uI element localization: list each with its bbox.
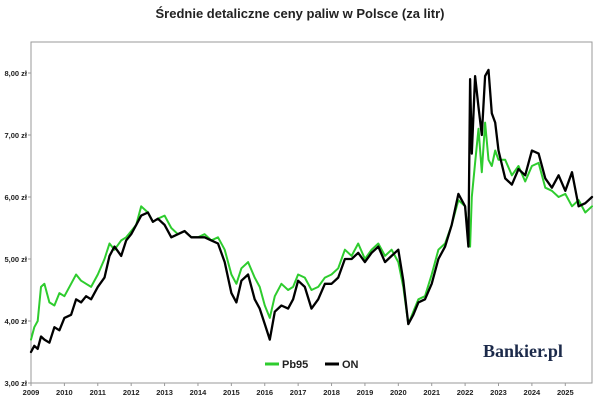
x-tick-label: 2010	[56, 388, 73, 397]
x-tick-label: 2014	[190, 388, 208, 397]
x-tick-label: 2013	[156, 388, 173, 397]
chart-title: Średnie detaliczne ceny paliw w Polsce (…	[155, 6, 445, 21]
x-tick-label: 2022	[457, 388, 474, 397]
series-line-on	[29, 68, 594, 354]
x-tick-label: 2020	[390, 388, 407, 397]
x-tick-label: 2011	[90, 388, 106, 397]
x-tick-label: 2025	[557, 388, 574, 397]
y-tick-label: 7,00 zł	[4, 131, 27, 140]
x-tick-label: 2009	[23, 388, 40, 397]
x-axis: 2009 2010 2011 2012 2013 2014 2015 2016 2017 2018…	[23, 383, 574, 397]
y-tick-label: 4,00 zł	[4, 317, 27, 326]
x-tick-label: 2015	[223, 388, 240, 397]
x-tick-label: 2016	[256, 388, 273, 397]
y-tick-label: 6,00 zł	[4, 193, 27, 202]
legend-label-pb95: Pb95	[282, 359, 308, 371]
legend: Pb95 ON	[265, 359, 359, 371]
x-tick-label: 2021	[423, 388, 440, 397]
y-tick-label: 8,00 zł	[4, 69, 27, 78]
plot-frame	[30, 41, 593, 384]
bankier-logo: Bankier.pl	[483, 341, 563, 361]
x-tick-label: 2018	[323, 388, 340, 397]
x-tick-label: 2024	[524, 388, 542, 397]
legend-label-on: ON	[342, 359, 359, 371]
series-layer	[29, 68, 594, 354]
x-tick-label: 2017	[290, 388, 307, 397]
y-tick-label: 5,00 zł	[4, 255, 27, 264]
series-line-pb95	[30, 121, 593, 341]
x-tick-label: 2012	[123, 388, 140, 397]
y-axis: 3,00 zł 4,00 zł 5,00 zł 6,00 zł 7,00 zł 8,00 …	[4, 69, 31, 388]
x-tick-label: 2023	[490, 388, 507, 397]
x-tick-label: 2019	[357, 388, 374, 397]
y-tick-label: 3,00 zł	[4, 379, 27, 388]
